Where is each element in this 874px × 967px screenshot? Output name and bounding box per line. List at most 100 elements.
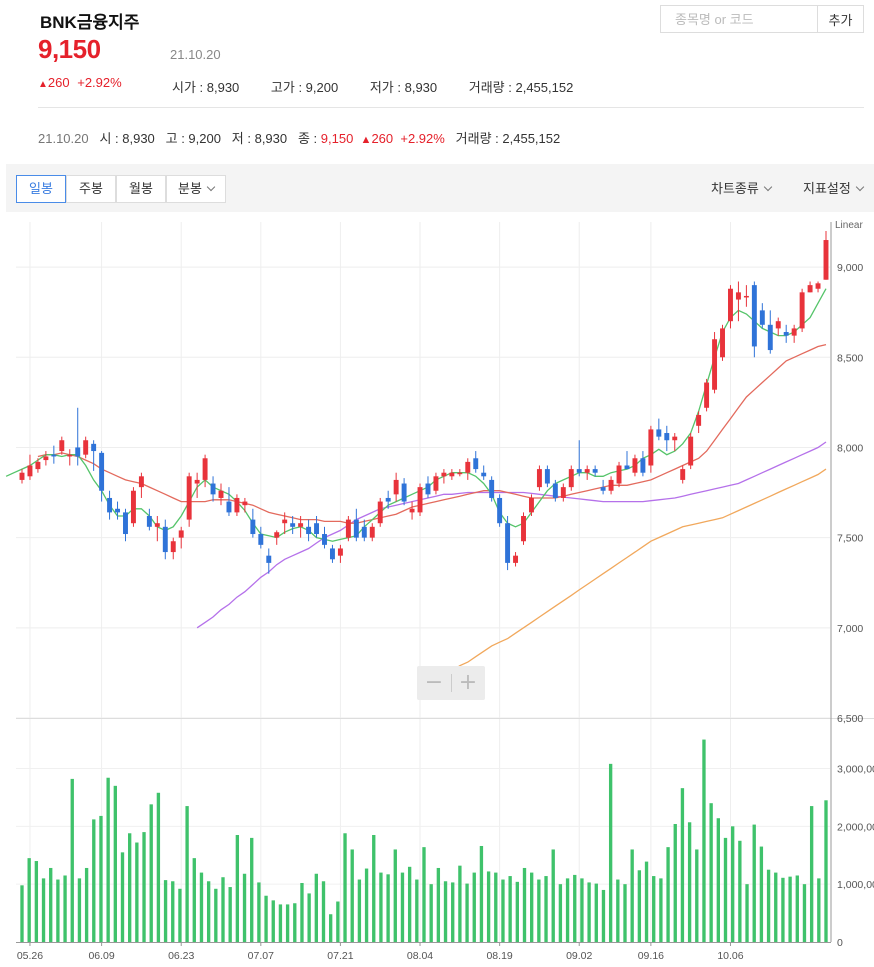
volume-bar — [393, 849, 397, 942]
candle-body — [314, 523, 320, 535]
volume-bar — [49, 867, 53, 942]
x-tick-label: 09.02 — [566, 950, 592, 962]
chart-toolbar: 일봉 주봉 월봉 분봉 차트종류 지표설정 — [6, 164, 874, 212]
tab-weekly[interactable]: 주봉 — [66, 175, 116, 203]
candle-body — [528, 497, 534, 513]
price-tick-label: 7,500 — [837, 533, 863, 545]
volume-bar — [400, 872, 405, 942]
candle-body — [807, 285, 813, 293]
volume-bar — [293, 903, 297, 942]
volume-tick-label: 1,000,000 — [837, 879, 874, 891]
chart-type-menu[interactable]: 차트종류 — [711, 178, 773, 197]
candle-body — [648, 429, 654, 466]
zoom-divider — [451, 674, 452, 692]
volume-bar — [364, 868, 369, 942]
volume-bar — [422, 847, 426, 942]
volume-bar — [817, 878, 821, 942]
indicator-menu[interactable]: 지표설정 — [803, 178, 865, 197]
candle-body — [345, 519, 351, 538]
volume-bar — [56, 879, 60, 942]
ohlc-low: 저 : 8,930 — [231, 131, 288, 146]
volume-bar — [278, 904, 283, 942]
candle-body — [146, 515, 152, 527]
volume-bar — [673, 824, 677, 942]
volume-bar — [759, 846, 764, 942]
volume-bar — [501, 879, 505, 942]
change-value: 260 — [47, 75, 70, 90]
volume-bar — [271, 900, 275, 942]
candle-body — [608, 479, 614, 491]
candle-body — [27, 465, 33, 477]
x-tick-label: 07.07 — [248, 950, 274, 962]
volume-bar — [544, 876, 548, 942]
candle-body — [720, 328, 725, 358]
volume-bar — [20, 885, 24, 942]
price-change: ▲260 +2.92% — [38, 75, 122, 90]
candle-body — [664, 433, 670, 441]
volume-bar — [809, 806, 814, 942]
candle-body — [536, 469, 542, 488]
add-stock-button[interactable]: 추가 — [818, 5, 864, 33]
volume-bar — [723, 837, 728, 942]
price-tick-label: 8,000 — [837, 442, 863, 454]
price-tick-label: 9,000 — [837, 262, 863, 274]
candle-body — [361, 526, 367, 538]
header-divider — [38, 107, 864, 108]
volume-bar — [250, 837, 254, 942]
candle-body — [393, 479, 399, 495]
ma20-line — [37, 343, 827, 524]
candle-body — [178, 530, 184, 538]
volume-bar — [77, 878, 82, 942]
ohlc-up-arrow-icon: ▲ — [360, 134, 372, 146]
volume-tick-label: 2,000,000 — [837, 821, 874, 833]
ma5-line — [5, 288, 827, 542]
candle-body — [130, 490, 136, 524]
candle-body — [170, 541, 176, 553]
quote-date: 21.10.20 — [170, 47, 221, 62]
tab-daily[interactable]: 일봉 — [16, 175, 66, 203]
candle-body — [51, 454, 57, 457]
zoom-out-button[interactable]: − — [424, 670, 444, 695]
candle-body — [552, 483, 558, 498]
candle-body — [266, 555, 272, 563]
volume-bar — [285, 904, 290, 942]
volume-bar — [113, 785, 117, 942]
candle-body — [377, 501, 383, 524]
volume-bar — [637, 870, 642, 942]
ohlc-close: 9,150 — [320, 131, 354, 146]
x-tick-label: 09.16 — [638, 950, 664, 962]
candle-body — [775, 321, 781, 329]
tab-monthly[interactable]: 월봉 — [116, 175, 166, 203]
volume-bar — [343, 833, 347, 942]
candle-body — [282, 519, 288, 524]
candle-body — [425, 483, 431, 495]
candle-body — [210, 483, 216, 495]
candle-body — [624, 465, 630, 470]
tab-minute[interactable]: 분봉 — [166, 175, 226, 203]
volume-bar — [565, 878, 570, 942]
candle-body — [680, 469, 686, 480]
zoom-in-button[interactable]: + — [458, 670, 478, 695]
candle-body — [322, 534, 327, 545]
volume-bar — [788, 876, 792, 942]
candle-body — [513, 555, 519, 563]
volume-bar — [458, 865, 462, 942]
scale-label: Linear — [835, 220, 863, 231]
stock-search-input[interactable] — [660, 5, 818, 33]
volume-bar — [300, 883, 304, 942]
candle-body — [489, 479, 495, 498]
volume-bar — [752, 824, 756, 942]
volume-bar — [594, 883, 598, 942]
price-chart[interactable]: Linear 9,000 8,500 8,000 7,500 7,000 6,500 3,00… — [0, 212, 874, 967]
volume-bar — [659, 878, 663, 942]
candle-body — [162, 526, 168, 553]
candle-body — [600, 487, 606, 491]
candle-body — [473, 458, 479, 470]
ohlc-change: 260 — [371, 131, 394, 146]
up-arrow-icon: ▲ — [38, 79, 48, 90]
candle-body — [417, 487, 423, 513]
stock-name: BNK금융지주 — [40, 13, 140, 32]
indicator-label: 지표설정 — [803, 181, 851, 196]
volume-bar — [163, 880, 168, 942]
candle-body — [369, 526, 375, 538]
